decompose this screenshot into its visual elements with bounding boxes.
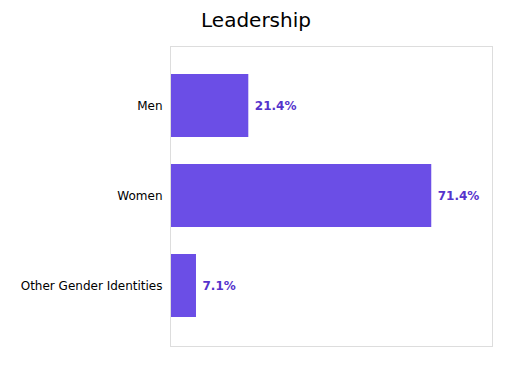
- html-text:Leadership: Leadership: [201, 8, 311, 32]
- svg-text:71.4%: 71.4%: [438, 189, 480, 203]
- svg-text:21.4%: 21.4%: [255, 99, 297, 113]
- svg-text:Men: Men: [137, 99, 162, 113]
- svg-text:7.1%: 7.1%: [202, 279, 235, 293]
- svg-text:Other Gender Identities: Other Gender Identities: [21, 279, 163, 293]
- svg-text:Women: Women: [117, 189, 162, 203]
